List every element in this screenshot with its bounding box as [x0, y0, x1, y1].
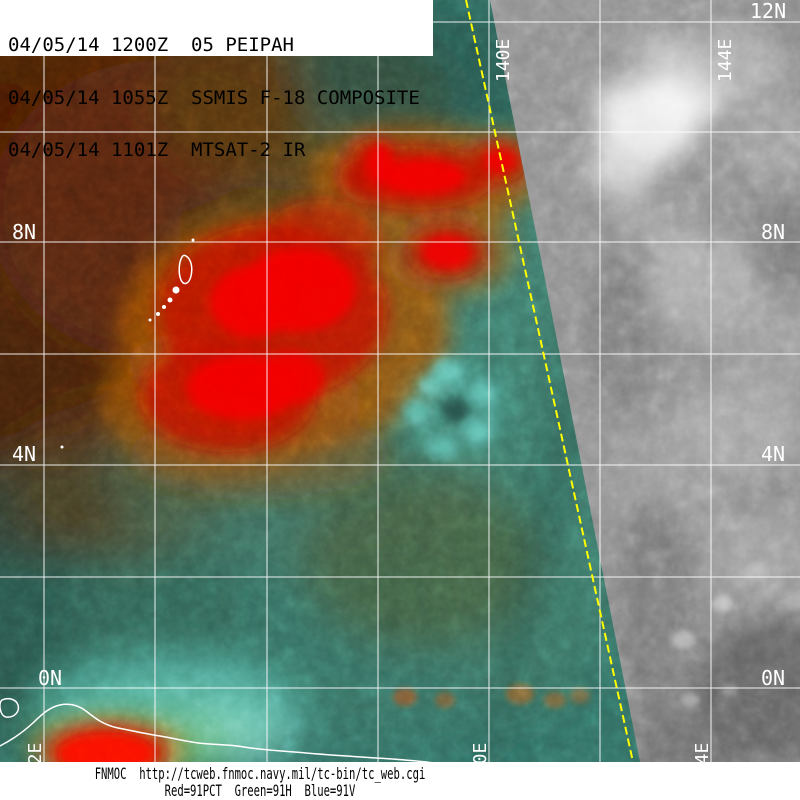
satellite-composite-image: 8N 4N 0N 12N 8N 4N 0N 140E 144E 132E 140… [0, 0, 800, 762]
footer-url: FNMOC http://tcweb.fnmoc.navy.mil/tc-bin… [94, 764, 426, 783]
header-line-microwave: 04/05/14 1055Z SSMIS F-18 COMPOSITE [8, 86, 420, 109]
island-outline [178, 254, 193, 285]
lon-label-bottom-144e: 144E [692, 743, 713, 762]
lat-label-right-12n: 12N [750, 0, 786, 23]
lon-label-bottom-132e: 132E [25, 743, 46, 762]
lon-label-bottom-140e: 140E [470, 743, 491, 762]
lat-label-left-4n: 4N [12, 442, 36, 466]
noise-texture-overlay-fine [0, 0, 800, 762]
annotation-panel: 04/05/14 1200Z 05 PEIPAH 04/05/14 1055Z … [0, 0, 433, 159]
footer-bar: FNMOC http://tcweb.fnmoc.navy.mil/tc-bin… [0, 762, 800, 800]
lat-label-left-0n: 0N [38, 666, 62, 690]
lat-label-right-8n: 8N [761, 220, 785, 244]
lon-label-top-140e: 140E [493, 39, 514, 82]
grid-labels: 8N 4N 0N 12N 8N 4N 0N 140E 144E 132E 140… [12, 0, 786, 762]
footer-channel-legend: Red=91PCT Green=91H Blue=91V [164, 781, 356, 800]
swath-edge-line [465, 0, 634, 762]
coastline-layer [0, 238, 433, 762]
island-dots [60, 238, 195, 449]
header-line-ir: 04/05/14 1101Z MTSAT-2 IR [8, 139, 306, 161]
header-line-storm: 04/05/14 1200Z 05 PEIPAH [8, 34, 294, 56]
lat-label-left-8n: 8N [12, 220, 36, 244]
coastline-path [0, 703, 433, 762]
lat-label-right-0n: 0N [761, 666, 785, 690]
island-outline [0, 697, 20, 718]
lon-label-top-144e: 144E [715, 39, 736, 82]
latlon-grid [0, 0, 800, 762]
lat-label-right-4n: 4N [761, 442, 785, 466]
